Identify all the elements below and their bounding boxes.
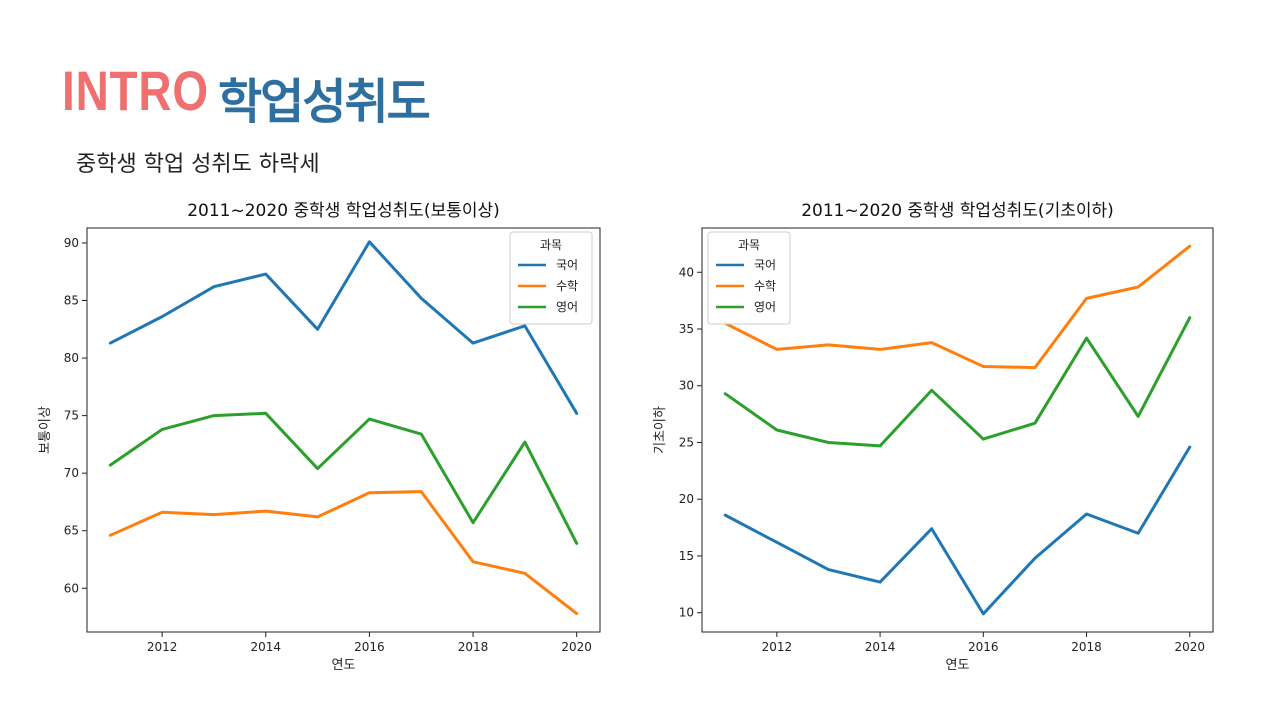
x-tick-label: 2016 [968,640,999,654]
plot-frame [701,227,1214,633]
x-tick-label: 2020 [561,640,592,654]
x-tick-label: 2014 [250,640,281,654]
y-axis-label: 기초이하 [653,406,668,454]
legend-entry: 수학 [556,279,578,293]
y-tick-label: 20 [679,492,694,506]
series-line-국어 [723,445,1192,616]
x-axis-label: 연도 [946,658,970,673]
chart-title: 2011~2020 중학생 학업성취도(보통이상) [187,201,500,221]
y-tick-label: 30 [679,379,694,393]
page-header: INTRO 학업성취도 [62,58,431,130]
plot-frame [86,227,601,633]
x-tick-label: 2018 [458,640,489,654]
legend-box [509,231,593,325]
legend-entry: 영어 [556,300,578,314]
legend-entry: 국어 [556,258,578,272]
x-tick-label: 2012 [762,640,793,654]
legend-box [707,231,791,325]
y-tick-label: 70 [64,466,79,480]
y-tick-label: 10 [679,606,694,620]
y-tick-label: 65 [64,524,79,538]
y-tick-label: 40 [679,265,694,279]
legend-entry: 영어 [754,300,776,314]
x-tick-label: 2014 [865,640,896,654]
intro-label: INTRO [62,59,209,122]
y-tick-label: 85 [64,294,79,308]
x-tick-label: 2020 [1174,640,1205,654]
y-tick-label: 15 [679,549,694,563]
chart-title: 2011~2020 중학생 학업성취도(기초이하) [801,201,1114,221]
series-line-국어 [108,240,579,415]
series-line-수학 [108,490,579,616]
x-tick-label: 2016 [354,640,385,654]
legend-title: 과목 [738,238,760,252]
series-line-영어 [723,316,1192,448]
legend-title: 과목 [540,238,562,252]
y-tick-label: 90 [64,236,79,250]
y-tick-label: 75 [64,409,79,423]
slide-subtitle: 중학생 학업 성취도 하락세 [76,152,320,177]
series-line-영어 [108,411,579,545]
legend-entry: 국어 [754,258,776,272]
chart-below-basic: 2011~2020 중학생 학업성취도(기초이하)2012 2014 2016 201… [653,201,1214,673]
series-line-수학 [723,244,1192,370]
x-axis-label: 연도 [332,658,356,673]
y-tick-label: 35 [679,322,694,336]
y-axis-label: 보통이상 [38,406,53,454]
y-tick-label: 25 [679,435,694,449]
topic-label: 학업성취도 [218,74,431,130]
x-tick-label: 2018 [1071,640,1102,654]
y-tick-label: 60 [64,581,79,595]
x-tick-label: 2012 [147,640,178,654]
legend-entry: 수학 [754,279,776,293]
y-tick-label: 80 [64,351,79,365]
chart-basic-above: 2011~2020 중학생 학업성취도(보통이상) 2012 2014 2016 201… [38,201,601,673]
